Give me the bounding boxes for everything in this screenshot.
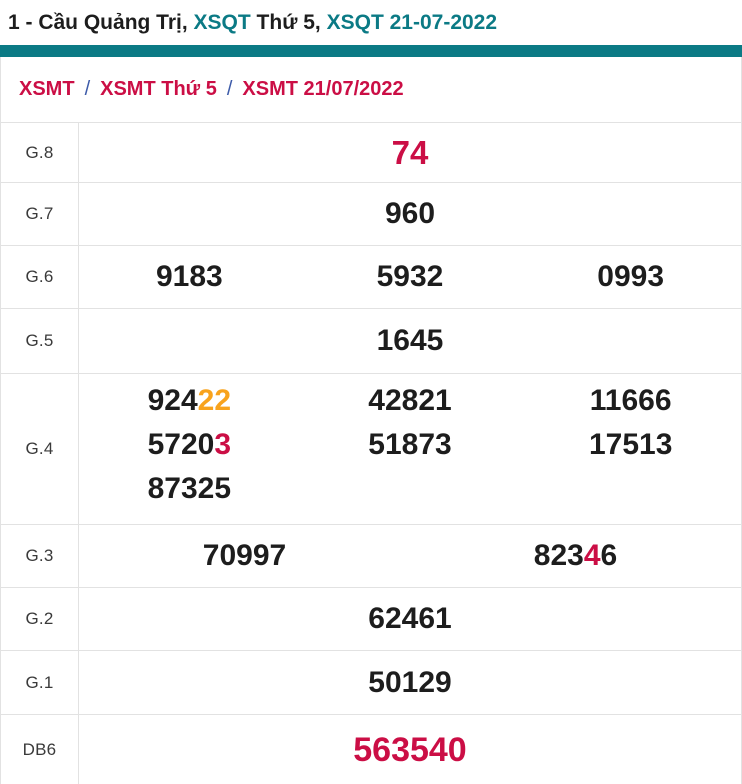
highlighted-digits: 22 <box>197 384 232 417</box>
prize-number: 0993 <box>520 255 741 299</box>
prize-column: 11666 17513 <box>520 379 741 467</box>
digits: 6 <box>600 539 618 572</box>
prize-values: 74 <box>79 123 741 182</box>
prize-column: 70997 <box>79 534 410 578</box>
prize-row: G.4 92422 57203 87325 42821 51873 11666 17513 <box>1 373 741 524</box>
breadcrumb-link[interactable]: XSMT Thứ 5 <box>100 78 217 100</box>
digits: 70997 <box>202 539 287 572</box>
prize-number: 17513 <box>520 423 741 467</box>
prize-row: G.7 960 <box>1 182 741 245</box>
prize-values: 50129 <box>79 651 741 714</box>
highlighted-digits: 74 <box>391 133 429 171</box>
prize-column: 50129 <box>79 661 741 705</box>
prize-column: 42821 51873 <box>300 379 521 467</box>
title-link[interactable]: XSQT <box>193 11 251 34</box>
content-container: XSMT / XSMT Thứ 5 / XSMT 21/07/2022 G.8 74 G.7… <box>0 57 742 784</box>
prize-number: 5932 <box>300 255 521 299</box>
breadcrumb-link[interactable]: XSMT 21/07/2022 <box>242 78 404 100</box>
digits: 5932 <box>376 260 444 293</box>
prize-column: 92422 57203 87325 <box>79 379 300 511</box>
prize-label: G.7 <box>1 183 79 245</box>
prize-number: 57203 <box>79 423 300 467</box>
digits: 42821 <box>368 384 452 417</box>
prize-values: 62461 <box>79 588 741 650</box>
prize-row: G.1 50129 <box>1 650 741 714</box>
digits: 87325 <box>147 472 232 505</box>
prize-number: 960 <box>79 192 741 236</box>
prize-number: 11666 <box>520 379 741 423</box>
prize-column: 82346 <box>410 534 741 578</box>
results-table: G.8 74 G.7 960 G.6 9183 5932 0993 G.5 1645 G.4 9242… <box>1 122 741 784</box>
prize-number: 62461 <box>79 597 741 641</box>
breadcrumb-separator: / <box>226 78 233 100</box>
prize-number: 9183 <box>79 255 300 299</box>
prize-label: G.4 <box>1 374 79 524</box>
prize-column: 960 <box>79 192 741 236</box>
prize-values: 70997 82346 <box>79 525 741 587</box>
prize-column: 1645 <box>79 319 741 363</box>
digits: 960 <box>384 197 436 230</box>
prize-column: 74 <box>79 131 741 175</box>
prize-label: G.6 <box>1 246 79 308</box>
highlighted-digits: 563540 <box>353 730 467 769</box>
digits: 9183 <box>155 260 223 293</box>
prize-label: G.8 <box>1 123 79 182</box>
prize-values: 1645 <box>79 309 741 373</box>
page-title: 1 - Cầu Quảng Trị, XSQT Thứ 5, XSQT 21-0… <box>0 0 742 45</box>
prize-number: 50129 <box>79 661 741 705</box>
prize-column: 9183 <box>79 255 300 299</box>
breadcrumb-link[interactable]: XSMT <box>19 78 75 100</box>
prize-number: 82346 <box>410 534 741 578</box>
digits: 11666 <box>589 384 672 417</box>
digits: 823 <box>533 539 584 572</box>
prize-values: 92422 57203 87325 42821 51873 11666 17513 <box>79 374 741 524</box>
prize-row: G.6 9183 5932 0993 <box>1 245 741 308</box>
prize-number: 563540 <box>79 728 741 772</box>
digits: 924 <box>147 384 198 417</box>
prize-number: 74 <box>79 131 741 175</box>
prize-row: G.8 74 <box>1 122 741 182</box>
prize-values: 9183 5932 0993 <box>79 246 741 308</box>
prize-label: G.3 <box>1 525 79 587</box>
breadcrumb: XSMT / XSMT Thứ 5 / XSMT 21/07/2022 <box>1 57 741 122</box>
prize-row: DB6 563540 <box>1 714 741 784</box>
highlighted-digits: 3 <box>214 428 232 461</box>
title-text: 1 - Cầu Quảng Trị, <box>8 11 194 34</box>
digits: 1645 <box>376 324 444 357</box>
digits: 17513 <box>588 428 673 461</box>
accent-bar <box>0 45 742 57</box>
digits: 5720 <box>147 428 215 461</box>
digits: 50129 <box>368 665 452 699</box>
highlighted-digits: 4 <box>583 539 601 572</box>
prize-number: 70997 <box>79 534 410 578</box>
prize-values: 563540 <box>79 715 741 784</box>
prize-column: 0993 <box>520 255 741 299</box>
prize-number: 51873 <box>300 423 521 467</box>
prize-label: G.1 <box>1 651 79 714</box>
prize-number: 87325 <box>79 467 300 511</box>
prize-label: G.2 <box>1 588 79 650</box>
prize-number: 1645 <box>79 319 741 363</box>
prize-number: 92422 <box>79 379 300 423</box>
prize-number: 42821 <box>300 379 521 423</box>
prize-values: 960 <box>79 183 741 245</box>
title-link[interactable]: XSQT 21-07-2022 <box>326 11 498 34</box>
digits: 51873 <box>368 428 452 461</box>
digits: 62461 <box>368 602 452 635</box>
breadcrumb-separator: / <box>84 78 91 100</box>
prize-column: 563540 <box>79 728 741 772</box>
prize-label: G.5 <box>1 309 79 373</box>
prize-row: G.3 70997 82346 <box>1 524 741 587</box>
prize-row: G.5 1645 <box>1 308 741 373</box>
prize-column: 5932 <box>300 255 521 299</box>
title-text: Thứ 5, <box>250 11 327 34</box>
prize-label: DB6 <box>1 715 79 784</box>
prize-row: G.2 62461 <box>1 587 741 650</box>
prize-column: 62461 <box>79 597 741 641</box>
digits: 0993 <box>597 260 665 293</box>
